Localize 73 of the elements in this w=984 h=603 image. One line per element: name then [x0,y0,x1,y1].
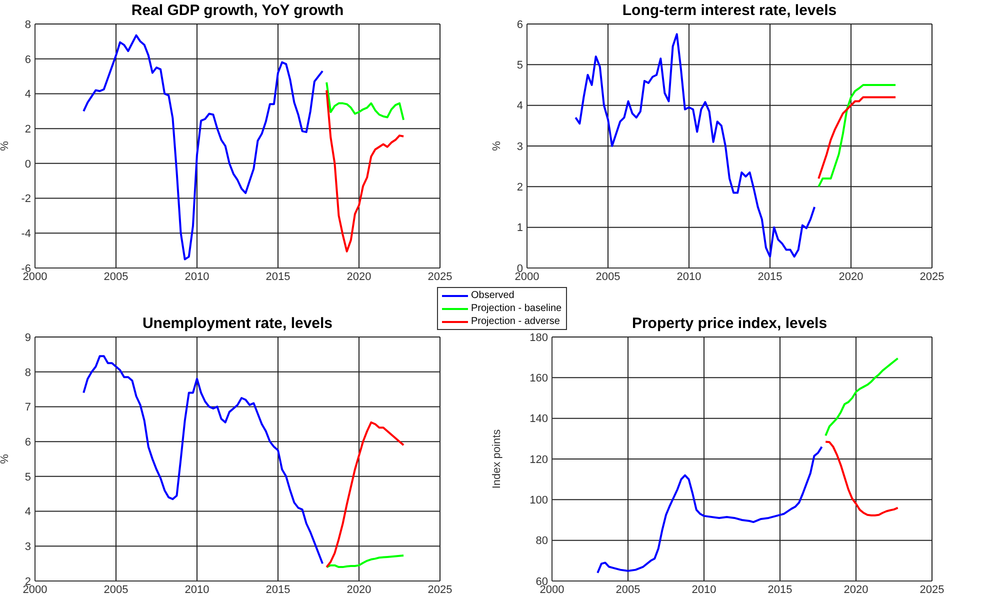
line-series [326,89,405,252]
chart-title: Long-term interest rate, levels [621,2,838,19]
line-series [326,554,405,568]
x-tick-label: 2000 [22,584,48,596]
y-tick-label: 140 [530,413,548,426]
y-tick-label: 6 [24,54,31,66]
y-tick-label: 2 [24,123,31,136]
x-tick-label: 2000 [22,270,48,283]
y-tick-label: 5 [516,60,523,72]
x-tick-label: 2000 [514,270,540,283]
y-tick-label: -2 [21,193,31,206]
legend-label: Projection - baseline [471,303,562,314]
line-series [596,446,823,574]
line-series [574,33,816,258]
y-axis-title: % [0,454,11,464]
line-series [82,34,324,260]
x-tick-label: 2005 [616,584,640,596]
y-tick-label: 9 [24,332,31,344]
x-tick-label: 2025 [428,270,452,283]
line-series [824,357,899,437]
y-tick-label: 6 [24,436,31,448]
y-tick-label: 0 [24,158,31,170]
line-series [824,440,899,516]
x-tick-label: 2010 [692,584,716,596]
y-tick-label: 2 [516,182,523,194]
y-tick-label: 4 [24,506,31,518]
y-tick-label: 100 [530,494,548,507]
x-tick-label: 2020 [346,270,372,283]
y-axis-title: Index points [490,428,503,489]
y-tick-label: 80 [536,535,548,548]
x-tick-label: 2020 [844,584,868,596]
line-series [82,355,324,565]
chart-title: Unemployment rate, levels [141,315,334,332]
x-tick-label: 2010 [676,270,702,283]
y-tick-label: -4 [21,228,31,240]
x-tick-label: 2010 [184,584,210,596]
x-tick-label: 2005 [104,270,128,283]
chart-title: Real GDP growth, YoY growth [130,2,345,19]
y-tick-label: 1 [516,222,523,234]
y-axis-title: % [490,140,503,151]
x-tick-label: 2000 [540,584,564,596]
y-tick-label: 7 [24,402,31,414]
line-series [326,81,405,121]
y-tick-label: 4 [24,88,31,101]
y-tick-label: 3 [516,140,523,153]
legend-label: Projection - adverse [471,316,560,327]
x-tick-label: 2025 [920,270,944,283]
x-tick-label: 2005 [104,584,128,596]
x-tick-label: 2005 [596,270,620,283]
y-tick-label: 5 [24,471,31,484]
x-tick-label: 2015 [758,270,782,283]
y-tick-label: 120 [530,454,548,466]
y-tick-label: 180 [530,332,548,344]
y-tick-label: 4 [516,100,523,112]
x-tick-label: 2015 [768,584,792,596]
x-tick-label: 2025 [920,584,944,596]
y-tick-label: 3 [24,541,31,554]
y-tick-label: 8 [24,366,31,379]
y-tick-label: 160 [530,372,548,385]
x-tick-label: 2020 [346,584,372,596]
chart-title: Property price index, levels [632,315,828,332]
line-series [818,96,897,180]
x-tick-label: 2015 [266,270,290,283]
x-tick-label: 2015 [266,584,290,596]
x-tick-label: 2010 [184,270,210,283]
line-series [818,84,897,188]
x-tick-label: 2020 [838,270,864,283]
y-axis-title: % [0,140,11,151]
y-tick-label: 8 [24,18,31,31]
y-tick-label: 6 [516,18,523,31]
legend-label: Observed [471,290,514,301]
x-tick-label: 2025 [428,584,452,596]
line-series [326,421,405,568]
